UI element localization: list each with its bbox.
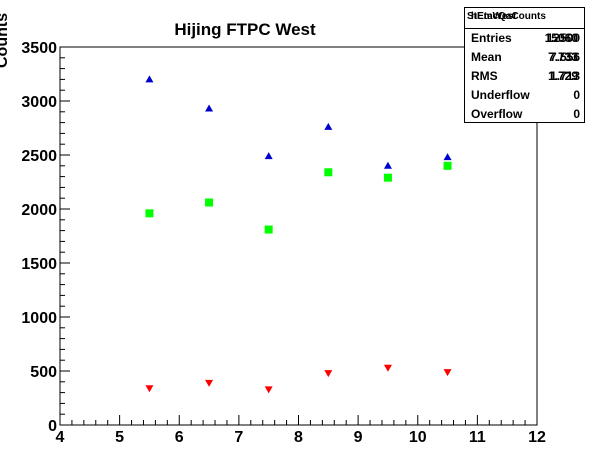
- data-point-square: [264, 225, 273, 234]
- data-point-triangle-up: [205, 104, 214, 112]
- stats-label: Overflow: [471, 107, 523, 121]
- stats-value: 12500: [546, 31, 580, 45]
- y-tick-label: 3000: [21, 94, 57, 111]
- y-tick-label: 0: [48, 418, 57, 435]
- stats-label: Entries: [471, 31, 512, 45]
- y-axis-label: Counts: [0, 12, 11, 68]
- y-tick-label: 3500: [21, 40, 57, 57]
- stats-header-a: StEmcQaCounts: [467, 11, 546, 22]
- stats-label: Mean: [471, 50, 502, 64]
- y-tick-label: 500: [30, 364, 57, 381]
- stats-value-overlay: 1.729: [547, 69, 578, 83]
- stats-row-entries: Entries 12500 15060: [465, 29, 584, 48]
- stats-header: StEmcQaCounts hEtaWest: [465, 8, 584, 29]
- x-tick-label: 9: [354, 429, 363, 446]
- data-point-triangle-down: [443, 369, 452, 377]
- chart-title: Hijing FTPC West: [174, 20, 316, 39]
- stats-label: Underflow: [471, 88, 530, 102]
- x-tick-label: 12: [528, 429, 546, 446]
- data-point-triangle-up: [443, 153, 452, 161]
- x-tick-label: 8: [294, 429, 303, 446]
- data-point-triangle-up: [264, 152, 273, 160]
- stats-label: RMS: [471, 69, 498, 83]
- y-tick-label: 1000: [21, 310, 57, 327]
- y-tick-label: 1500: [21, 256, 57, 273]
- x-tick-label: 7: [234, 429, 243, 446]
- data-point-triangle-down: [205, 379, 214, 387]
- data-point-square: [324, 168, 333, 177]
- stats-row-rms: RMS 1.713 1.729: [465, 67, 584, 86]
- data-point-triangle-up: [324, 122, 333, 130]
- data-point-triangle-down: [145, 385, 154, 393]
- stats-row-overflow: Overflow 0: [465, 105, 584, 124]
- data-point-triangle-up: [383, 161, 392, 169]
- stats-row-mean: Mean 7.556 7.733: [465, 48, 584, 67]
- y-axis: 0 500 1000 1500 2000 2500 3000 3500: [21, 40, 70, 435]
- data-point-square: [145, 209, 154, 218]
- stats-value-overlay: 7.733: [547, 50, 578, 64]
- x-axis: 4 5 6 7 8 9 10 11 12: [56, 415, 546, 446]
- data-point-triangle-up: [145, 75, 154, 83]
- data-point-triangle-down: [324, 370, 333, 378]
- data-markers: [145, 75, 452, 394]
- x-tick-label: 4: [56, 429, 65, 446]
- x-tick-label: 5: [115, 429, 124, 446]
- data-point-triangle-down: [383, 364, 392, 372]
- stats-header-b: hEtaWest: [471, 11, 517, 22]
- y-tick-label: 2500: [21, 148, 57, 165]
- stats-value-overlay: 15060: [544, 31, 578, 45]
- x-tick-label: 11: [469, 429, 486, 446]
- data-point-square: [383, 173, 392, 182]
- data-point-square: [205, 198, 214, 207]
- data-point-triangle-down: [264, 386, 273, 394]
- stats-box: StEmcQaCounts hEtaWest Entries 12500 150…: [464, 7, 585, 123]
- stats-value: 0: [573, 107, 580, 121]
- stats-value: 0: [573, 88, 580, 102]
- data-point-square: [443, 161, 452, 170]
- stats-row-underflow: Underflow 0: [465, 86, 584, 105]
- y-tick-label: 2000: [21, 202, 57, 219]
- stats-value: 7.556: [549, 50, 580, 64]
- x-tick-label: 10: [409, 429, 427, 446]
- x-tick-label: 6: [175, 429, 184, 446]
- stats-value: 1.713: [549, 69, 580, 83]
